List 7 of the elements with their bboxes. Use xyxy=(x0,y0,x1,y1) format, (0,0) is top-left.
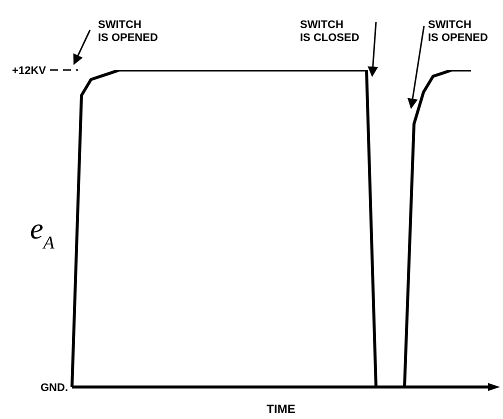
text: SWITCH IS OPENED xyxy=(428,19,488,44)
x-axis-title: TIME xyxy=(266,402,296,416)
text: SWITCH IS OPENED xyxy=(98,19,158,44)
text: SWITCH IS CLOSED xyxy=(300,19,360,44)
text: GND. xyxy=(40,382,68,394)
ref-line-label: +12KV xyxy=(12,65,47,77)
y-axis-title: e$_{A}$ xyxy=(30,212,56,252)
